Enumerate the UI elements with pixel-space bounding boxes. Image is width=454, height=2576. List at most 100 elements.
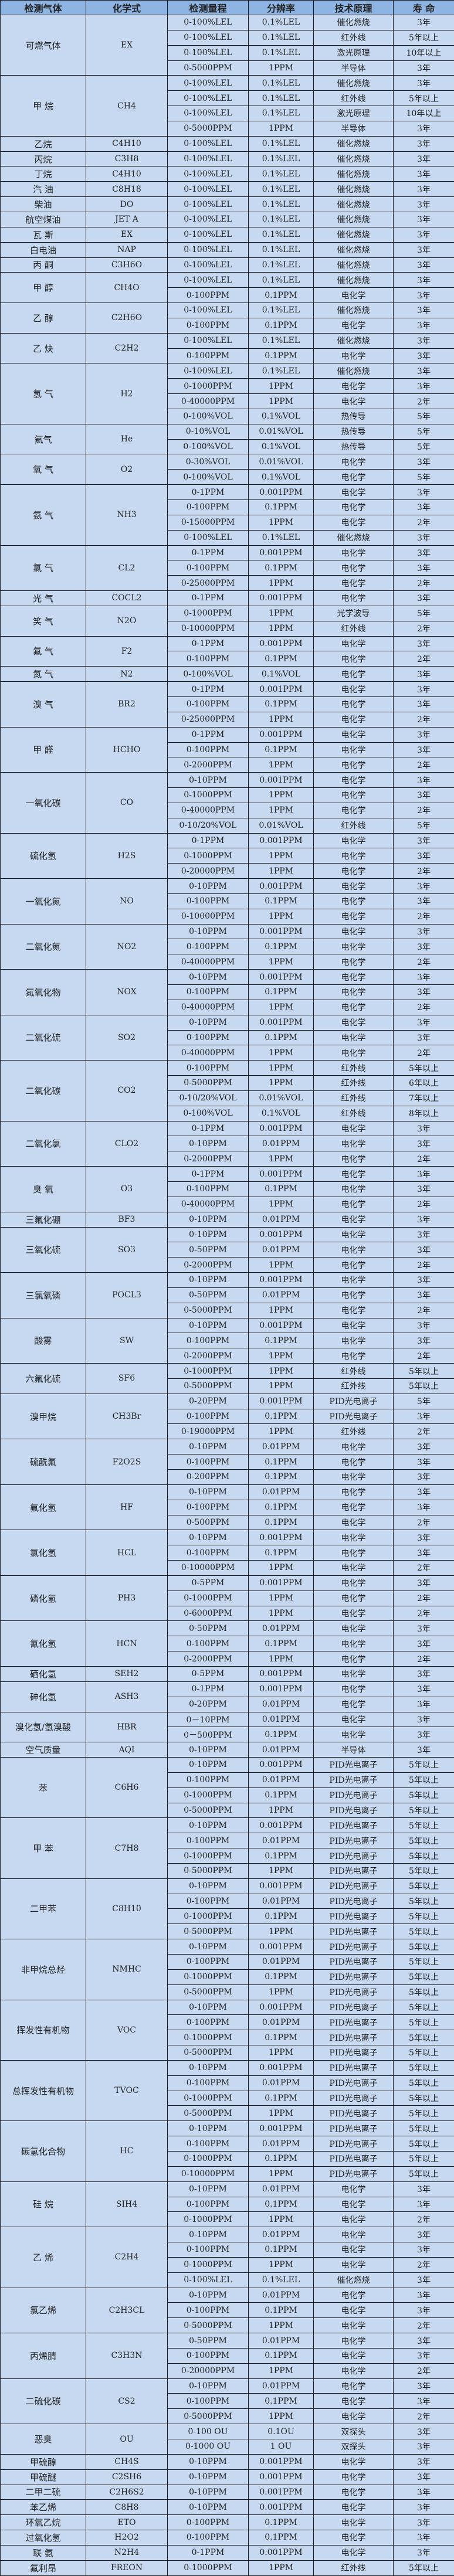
table-row: 0-100PPM 0.01PPM PID光电离子 5年以上 <box>1 1893 454 1909</box>
resolution-cell: 0.1PPM <box>248 2530 314 2546</box>
table-row: 0-100PPM 0.1PPM 电化学 3年 <box>1 939 454 955</box>
header-range: 检测量程 <box>167 0 249 15</box>
resolution-cell: 0.01PPM <box>248 1893 314 1909</box>
principle-cell: 电化学 <box>313 635 394 652</box>
table-row: 0-40000PPM 1PPM 电化学 2年 <box>1 1045 454 1061</box>
table-row: 0-100PPM 0.01PPM PID光电离子 5年以上 <box>1 2136 454 2152</box>
principle-cell: PID光电离子 <box>313 1878 394 1894</box>
range-cell: 0-5000PPM <box>167 1802 249 1819</box>
resolution-cell: 1PPM <box>248 1075 314 1091</box>
table-row: 0-100PPM 0.1PPM 电化学 3年 <box>1 560 454 576</box>
lifespan-cell: 3年 <box>393 787 454 803</box>
lifespan-cell: 5年以上 <box>393 1984 454 2000</box>
range-cell: 0-5000PPM <box>167 2105 249 2122</box>
lifespan-cell: 3年 <box>393 287 454 304</box>
lifespan-cell: 3年 <box>393 969 454 985</box>
principle-cell: 红外线 <box>313 1423 394 1440</box>
lifespan-cell: 3年 <box>393 2530 454 2546</box>
resolution-cell: 0.001PPM <box>248 545 314 561</box>
lifespan-cell: 3年 <box>393 1211 454 1228</box>
lifespan-cell: 3年 <box>393 2544 454 2561</box>
principle-cell: 电化学 <box>313 696 394 712</box>
range-cell: 0-100%LEL <box>167 332 249 349</box>
table-row: 溴甲烷 CH3Br 0-20PPM 0.001PPM PID光电离子 5年 <box>0 1393 454 1440</box>
resolution-cell: 0.001PPM <box>248 1878 314 1894</box>
gas-name-cell: 三氯氧磷 <box>0 1272 86 1318</box>
principle-cell: PID光电离子 <box>313 1939 394 1955</box>
lifespan-cell: 3年 <box>393 1484 454 1500</box>
resolution-cell: 0.001PPM <box>248 1681 314 1697</box>
lifespan-cell: 10年以上 <box>393 106 454 121</box>
lifespan-cell: 3年 <box>393 378 454 395</box>
lifespan-cell: 3年 <box>393 15 454 30</box>
lifespan-cell: 3年 <box>393 1711 454 1728</box>
lifespan-cell: 5年以上 <box>393 2030 454 2046</box>
resolution-cell: 1PPM <box>248 2256 314 2273</box>
resolution-cell: 1PPM <box>248 2166 314 2182</box>
lifespan-cell: 3年 <box>393 1166 454 1182</box>
table-row: 0-10000PPM 1PPM PID光电离子 5年以上 <box>1 2166 454 2182</box>
lifespan-cell: 5年以上 <box>393 1878 454 1894</box>
lifespan-cell: 3年 <box>393 590 454 606</box>
range-cell: 0-100PPM <box>167 1772 249 1788</box>
gas-name-cell: 甲 苯 <box>0 1817 86 1879</box>
lifespan-cell: 2年 <box>393 1302 454 1318</box>
principle-cell: 电化学 <box>313 923 394 940</box>
table-row: 0-100%LEL 0.1%LEL 激光原理 10年以上 <box>1 45 454 61</box>
resolution-cell: 1PPM <box>248 1802 314 1819</box>
range-cell: 0-40000PPM <box>167 999 249 1015</box>
principle-cell: PID光电离子 <box>313 2075 394 2091</box>
resolution-cell: 0.1OU <box>248 2424 314 2439</box>
range-cell: 0-100%LEL <box>167 106 249 121</box>
table-row: 氟利昂 FREON 0-1000PPM 1PPM 红外线 5年以上 <box>0 2560 454 2576</box>
table-row: 0-100PPM 0.1PPM 电化学 3年 <box>1 1499 454 1515</box>
principle-cell: 双探头 <box>313 2424 394 2439</box>
table-row: 汽 油 C8H18 0-100%LEL 0.1%LEL 催化燃烧 3年 <box>0 181 454 198</box>
range-cell: 0-5000PPM <box>167 1923 249 1940</box>
gas-name-cell: 过氧化氢 <box>0 2530 86 2546</box>
principle-cell: 催化燃烧 <box>313 166 394 182</box>
resolution-cell: 0.1%LEL <box>248 363 314 379</box>
principle-cell: 催化燃烧 <box>313 151 394 167</box>
lifespan-cell: 3年 <box>393 1333 454 1349</box>
range-cell: 0-5000PPM <box>167 1984 249 2000</box>
range-cell: 0-100PPM <box>167 499 249 515</box>
range-cell: 0-20000PPM <box>167 2363 249 2379</box>
resolution-cell: 1PPM <box>248 2211 314 2228</box>
resolution-cell: 1PPM <box>248 2045 314 2061</box>
principle-cell: 电化学 <box>313 590 394 606</box>
principle-cell: PID光电离子 <box>313 2105 394 2122</box>
lifespan-cell: 3年 <box>393 560 454 576</box>
range-cell: 0-5000PPM <box>167 2317 249 2334</box>
formula-cell: C7H8 <box>86 1817 168 1879</box>
principle-cell: 电化学 <box>313 1333 394 1349</box>
resolution-cell: 0.1%VOL <box>248 469 314 485</box>
lifespan-cell: 3年 <box>393 2242 454 2258</box>
table-row: 0-5000PPM 1PPM 红外线 5年以上 <box>1 1378 454 1394</box>
principle-cell: 催化燃烧 <box>313 75 394 91</box>
resolution-cell: 0.001PPM <box>248 726 314 743</box>
principle-cell: 催化燃烧 <box>313 2272 394 2288</box>
range-cell: 0-50PPM <box>167 1287 249 1303</box>
resolution-cell: 1PPM <box>248 999 314 1015</box>
range-cell: 0-5PPM <box>167 1666 249 1682</box>
range-cell: 0-100PPM <box>167 2196 249 2213</box>
range-cell: 0-100PPM <box>167 287 249 304</box>
formula-cell: N2 <box>86 666 168 682</box>
lifespan-cell: 3年 <box>393 1029 454 1046</box>
range-cell: 0-10PPM <box>167 969 249 985</box>
resolution-cell: 1PPM <box>248 711 314 728</box>
resolution-cell: 1PPM <box>248 2363 314 2379</box>
lifespan-cell: 5年以上 <box>393 2136 454 2152</box>
gas-name-cell: 三氧化硫 <box>0 1226 86 1273</box>
range-cell: 0-1000PPM <box>167 2030 249 2046</box>
range-cell: 0-100PPM <box>167 651 249 667</box>
range-cell: 0-100%LEL <box>167 529 249 546</box>
principle-cell: PID光电离子 <box>313 1999 394 2016</box>
gas-name-cell: 砷化氢 <box>0 1681 86 1712</box>
formula-cell: C2H2 <box>86 332 168 364</box>
lifespan-cell: 3年 <box>393 60 454 76</box>
range-cell: 0-2000PPM <box>167 1651 249 1667</box>
gas-name-cell: 一氧化碳 <box>0 772 86 834</box>
resolution-cell: 0.001PPM <box>248 2469 314 2485</box>
